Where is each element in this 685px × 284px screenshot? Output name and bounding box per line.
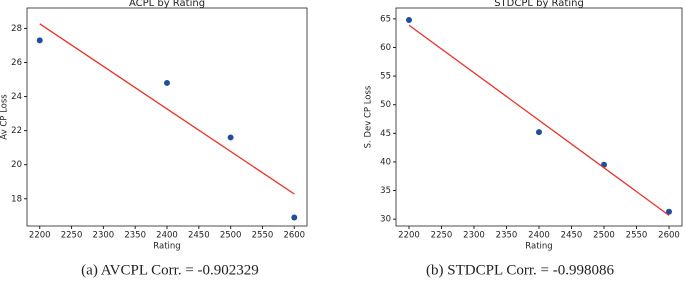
y-tick-label: 22 [11, 126, 22, 136]
x-tick-label: 2600 [658, 231, 680, 241]
x-tick-label: 2400 [156, 231, 178, 241]
x-tick-label: 2500 [593, 231, 615, 241]
y-tick-label: 28 [11, 24, 22, 34]
x-tick-label: 2450 [188, 231, 210, 241]
x-tick-label: 2550 [252, 231, 274, 241]
data-point [164, 79, 170, 86]
x-tick-label: 2300 [463, 231, 485, 241]
x-axis-label: Rating [525, 242, 552, 252]
y-tick-label: 24 [11, 92, 22, 102]
fit-line [408, 24, 670, 216]
y-axis-label: S. Dev CP Loss [364, 85, 374, 148]
y-tick-label: 40 [380, 157, 391, 167]
x-tick-label: 2450 [561, 231, 583, 241]
x-tick-label: 2400 [528, 231, 550, 241]
data-point [666, 208, 672, 215]
y-tick-label: 26 [11, 58, 22, 68]
x-tick-label: 2550 [626, 231, 648, 241]
x-tick-label: 2250 [431, 231, 453, 241]
y-tick-label: 55 [380, 72, 391, 82]
caption: (a) AVCPL Corr. = -0.902329 [81, 262, 259, 278]
chart-title: ACPL by Rating [129, 0, 205, 9]
plot-frame [395, 7, 683, 227]
data-point [406, 17, 412, 24]
y-tick-label: 20 [11, 160, 22, 170]
y-tick-label: 35 [380, 186, 391, 196]
x-tick-label: 2200 [398, 231, 420, 241]
x-tick-label: 2300 [93, 231, 115, 241]
chart-title: STDCPL by Rating [494, 0, 584, 9]
x-axis-label: Rating [153, 242, 180, 252]
x-tick-label: 2350 [124, 231, 146, 241]
y-tick-label: 65 [380, 14, 391, 24]
data-point [227, 134, 234, 141]
y-tick-label: 50 [380, 100, 391, 110]
data-point [36, 37, 43, 44]
y-tick-label: 18 [11, 194, 22, 204]
x-tick-label: 2500 [220, 231, 242, 241]
caption: (b) STDCPL Corr. = -0.998086 [426, 262, 614, 278]
y-axis-label: Av CP Loss [0, 94, 10, 140]
x-tick-label: 2350 [496, 231, 518, 241]
y-tick-label: 30 [380, 215, 391, 225]
y-tick-label: 45 [380, 129, 391, 139]
fit-line [39, 23, 295, 195]
x-tick-label: 2200 [29, 231, 51, 241]
data-point [291, 214, 298, 221]
plot-frame [26, 7, 308, 227]
x-tick-label: 2600 [283, 231, 305, 241]
x-tick-label: 2250 [61, 231, 83, 241]
data-point [536, 129, 542, 136]
y-tick-label: 60 [380, 43, 391, 53]
